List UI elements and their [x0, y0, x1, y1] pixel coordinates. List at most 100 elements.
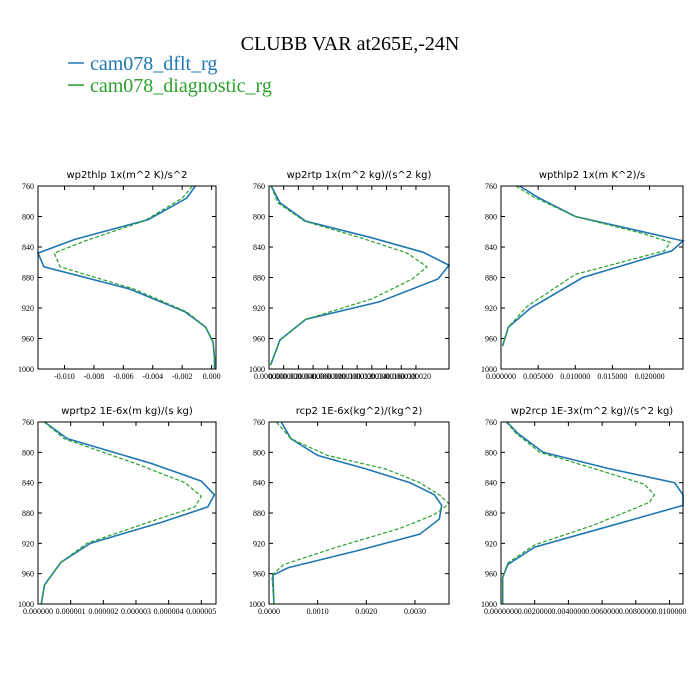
y-tick-label: 960: [22, 335, 34, 344]
panel-title: wpthlp2 1x(m K^2)/s: [539, 170, 645, 181]
x-tick-label: 0.000016: [372, 372, 402, 381]
x-tick-label: 0.000010: [327, 372, 357, 381]
y-tick-label: 800: [253, 213, 265, 222]
x-tick-label: 0.000008: [313, 372, 343, 381]
x-tick-label: 0.000004: [283, 372, 313, 381]
x-tick-label: 0.0020000: [518, 607, 552, 616]
x-tick-label: 0.000003: [121, 607, 151, 616]
y-tick-label: 1000: [18, 365, 34, 374]
y-tick-label: 880: [253, 274, 265, 283]
x-tick-label: 0.0020: [355, 607, 377, 616]
x-tick-label: 0.000004: [154, 607, 184, 616]
x-tick-label: 0.000018: [386, 372, 416, 381]
plot-frame: [500, 421, 684, 605]
y-tick-label: 960: [485, 570, 497, 579]
y-tick-label: 800: [22, 213, 34, 222]
y-tick-label: 800: [485, 448, 497, 457]
x-tick-label: -0.008: [84, 372, 105, 381]
x-tick-label: 0.0040000: [551, 607, 585, 616]
series-line-dflt: [40, 421, 216, 605]
x-tick-label: 0.015000: [597, 372, 627, 381]
y-tick-label: 960: [253, 335, 265, 344]
panel-2: wp2rtp 1x(m^2 kg)/(s^2 kg) 760 800 840 880 92…: [249, 170, 451, 381]
x-tick-label: 0.020000: [635, 372, 665, 381]
x-tick-label: -0.004: [142, 372, 163, 381]
x-tick-label: -0.002: [172, 372, 193, 381]
x-tick-label: 0.0100000: [653, 607, 687, 616]
panel-6: wp2rcp 1E-3x(m^2 kg)/(s^2 kg) 760 800 840 88…: [481, 406, 687, 616]
series-line-dflt: [269, 185, 451, 366]
y-tick-label: 760: [253, 182, 265, 191]
plot-frame: [268, 185, 450, 370]
panel-5: rcp2 1E-6x(kg^2)/(kg^2) 760 800 840 880 920 96…: [249, 406, 450, 616]
y-tick-label: 760: [22, 182, 34, 191]
x-tick-label: 0.000000: [23, 607, 53, 616]
plot-frame: [268, 421, 450, 605]
panel-title: wp2rtp 1x(m^2 kg)/(s^2 kg): [287, 170, 432, 181]
series-line-dflt: [501, 185, 685, 347]
y-tick-label: 1000: [481, 365, 497, 374]
y-tick-label: 1000: [249, 600, 265, 609]
y-tick-label: 880: [22, 509, 34, 518]
y-tick-label: 920: [22, 539, 34, 548]
legend: cam078_dflt_rg cam078_diagnostic_rg: [68, 53, 272, 97]
y-tick-label: 920: [485, 539, 497, 548]
plot-frame: [37, 421, 217, 605]
y-tick-label: 960: [253, 570, 265, 579]
series-line-dflt: [501, 421, 684, 604]
x-tick-label: 0.000: [203, 372, 221, 381]
series-line-diagnostic: [40, 421, 203, 605]
y-tick-label: 880: [485, 509, 497, 518]
legend-label-dflt: cam078_dflt_rg: [90, 53, 217, 75]
y-tick-label: 840: [253, 243, 265, 252]
legend-label-diagnostic: cam078_diagnostic_rg: [90, 75, 272, 97]
y-tick-label: 760: [485, 418, 497, 427]
y-tick-label: 840: [485, 243, 497, 252]
x-tick-label: 0.000006: [298, 372, 328, 381]
y-tick-label: 920: [485, 304, 497, 313]
x-tick-label: 0.000002: [269, 372, 299, 381]
y-tick-label: 1000: [18, 600, 34, 609]
panel-1: wp2thlp 1x(m^2 K)/s^2 760 800 840 880 920 960 1…: [18, 170, 221, 381]
y-tick-label: 760: [253, 418, 265, 427]
x-tick-label: 0.0000: [258, 607, 280, 616]
x-tick-label: 0.010000: [560, 372, 590, 381]
series-line-diagnostic: [269, 185, 428, 366]
y-tick-label: 760: [22, 418, 34, 427]
y-tick-label: 880: [253, 509, 265, 518]
y-tick-label: 920: [253, 304, 265, 313]
x-tick-label: -0.006: [113, 372, 134, 381]
y-tick-label: 840: [485, 479, 497, 488]
x-tick-label: 0.005000: [523, 372, 553, 381]
y-tick-label: 800: [253, 448, 265, 457]
panel-title: wp2rcp 1E-3x(m^2 kg)/(s^2 kg): [511, 406, 674, 417]
x-tick-label: 0.0080000: [619, 607, 653, 616]
y-tick-label: 960: [485, 335, 497, 344]
y-tick-label: 840: [253, 479, 265, 488]
y-tick-label: 800: [485, 213, 497, 222]
x-tick-label: 0.000014: [357, 372, 387, 381]
x-tick-label: 0.0060000: [585, 607, 619, 616]
x-tick-label: 0.0000000: [484, 607, 518, 616]
panel-title: wprtp2 1E-6x(m kg)/(s kg): [61, 406, 193, 417]
y-tick-label: 880: [22, 274, 34, 283]
y-tick-label: 1000: [249, 365, 265, 374]
panel-4: wprtp2 1E-6x(m kg)/(s kg) 760 800 840 880 920…: [18, 406, 217, 616]
x-tick-label: -0.010: [54, 372, 75, 381]
x-tick-label: 0.000005: [186, 607, 216, 616]
panel-title: wp2thlp 1x(m^2 K)/s^2: [66, 170, 187, 181]
x-tick-label: 0.0030: [404, 607, 426, 616]
y-tick-label: 800: [22, 448, 34, 457]
y-tick-label: 920: [253, 539, 265, 548]
panels: wp2thlp 1x(m^2 K)/s^2 760 800 840 880 920 960 1…: [18, 170, 687, 616]
series-line-dflt: [36, 185, 216, 369]
series-line-diagnostic: [271, 421, 450, 605]
y-tick-label: 920: [22, 304, 34, 313]
plot-frame: [37, 185, 217, 370]
y-tick-label: 1000: [481, 600, 497, 609]
y-tick-label: 960: [22, 570, 34, 579]
panel-3: wpthlp2 1x(m K^2)/s 760 800 840 880 920 960 100…: [481, 170, 685, 381]
y-tick-label: 880: [485, 274, 497, 283]
y-tick-label: 840: [22, 479, 34, 488]
x-tick-label: 0.000002: [88, 607, 118, 616]
